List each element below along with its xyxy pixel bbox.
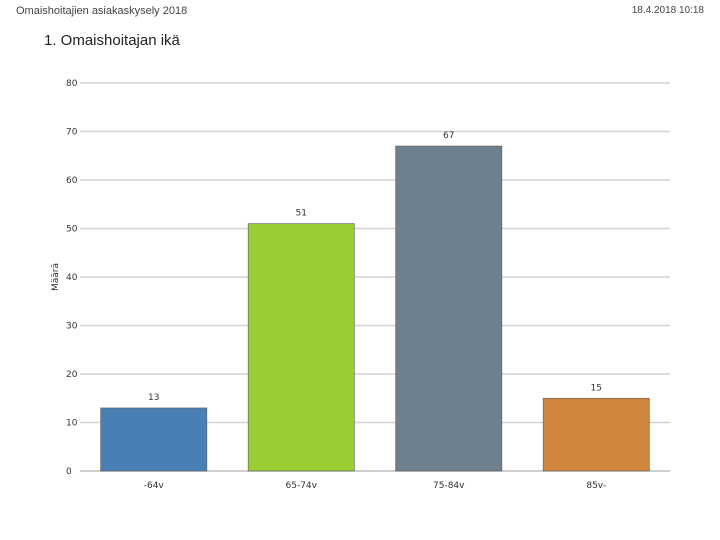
bar-75-84v bbox=[395, 145, 503, 472]
data-label: 13 bbox=[148, 393, 159, 403]
data-label: 51 bbox=[296, 209, 307, 219]
x-tick-label: 85v- bbox=[586, 481, 606, 491]
data-label: 67 bbox=[443, 131, 454, 141]
chart-title: 1. Omaishoitajan ikä bbox=[44, 32, 180, 49]
y-tick-label: 20 bbox=[66, 370, 78, 380]
y-tick-label: 50 bbox=[66, 225, 78, 235]
report-timestamp: 18.4.2018 10:18 bbox=[631, 5, 704, 16]
data-label: 15 bbox=[591, 383, 602, 393]
y-tick-label: 80 bbox=[66, 79, 78, 89]
bar-65-74v bbox=[247, 223, 355, 472]
bar--64v bbox=[100, 407, 208, 472]
y-tick-label: 30 bbox=[66, 322, 78, 332]
y-axis-label: Määrä bbox=[51, 263, 61, 291]
x-tick-label: 75-84v bbox=[433, 481, 465, 491]
x-axis-ticks: -64v 65-74v 75-84v 85v- bbox=[144, 481, 606, 491]
x-tick-label: -64v bbox=[144, 481, 165, 491]
y-tick-label: 10 bbox=[66, 419, 78, 429]
report-title: Omaishoitajien asiakaskysely 2018 bbox=[16, 5, 188, 17]
y-tick-label: 70 bbox=[66, 128, 78, 138]
y-axis-ticks: 0 10 20 30 40 50 60 70 80 bbox=[66, 79, 78, 477]
y-tick-label: 40 bbox=[66, 273, 78, 283]
bar-85v- bbox=[542, 397, 650, 472]
y-tick-label: 0 bbox=[66, 467, 72, 477]
bars bbox=[100, 145, 650, 472]
y-tick-label: 60 bbox=[66, 176, 78, 186]
data-labels: 13 51 67 15 bbox=[148, 131, 602, 403]
x-tick-label: 65-74v bbox=[286, 481, 318, 491]
